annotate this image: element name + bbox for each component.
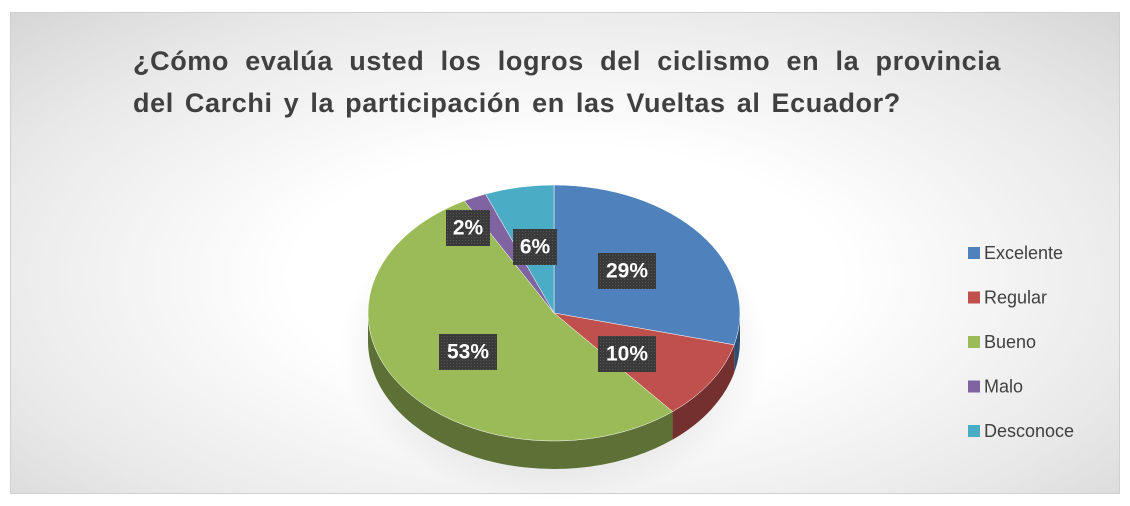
data-label-box — [439, 334, 497, 370]
data-label-box — [446, 210, 490, 246]
legend-swatch — [968, 336, 980, 348]
data-label-box — [598, 253, 656, 289]
chart-title: ¿Cómo evalúa usted los logros del ciclis… — [133, 46, 1001, 118]
pie-side — [734, 313, 740, 373]
legend-label: Bueno — [984, 332, 1036, 352]
legend-label: Malo — [984, 376, 1023, 396]
pie-slice — [367, 200, 673, 442]
legend-swatch — [968, 380, 980, 393]
pie-side — [368, 313, 673, 469]
data-label: 6% — [520, 236, 551, 259]
data-label-box — [598, 336, 656, 372]
legend-swatch — [968, 291, 980, 304]
data-label: 10% — [606, 343, 648, 366]
legend-label: Regular — [984, 287, 1047, 307]
legend-swatch — [968, 247, 980, 259]
data-label: 2% — [453, 217, 484, 240]
data-label: 29% — [606, 260, 648, 283]
legend-label: Desconoce — [984, 421, 1074, 441]
data-label: 53% — [447, 341, 489, 364]
legend-label: Excelente — [984, 243, 1063, 263]
legend-swatch — [968, 425, 980, 437]
data-label-box — [513, 229, 557, 265]
pie-side — [672, 344, 735, 440]
